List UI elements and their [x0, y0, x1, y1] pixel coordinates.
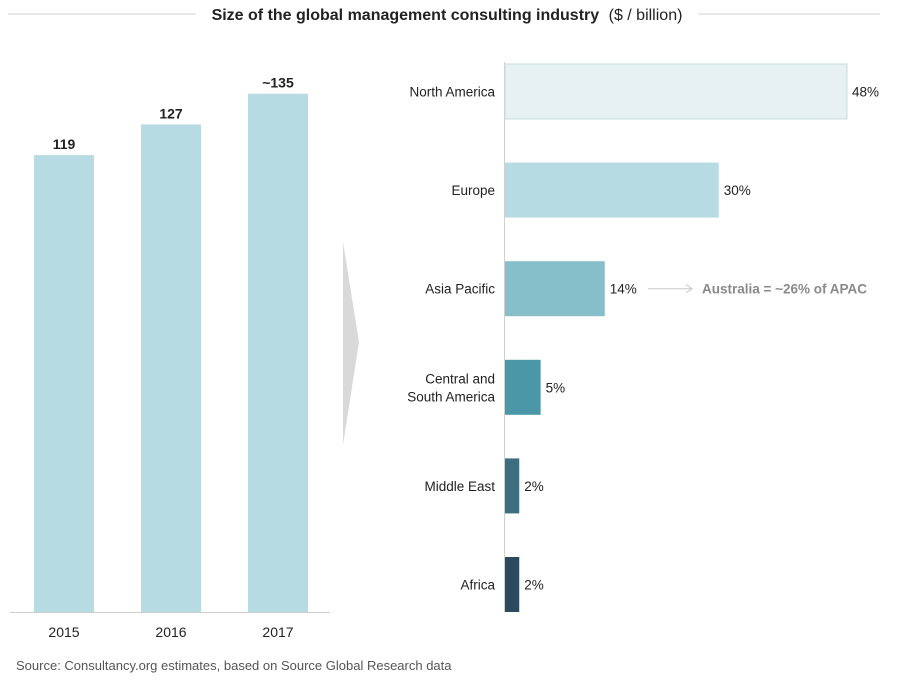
region-bar [504, 63, 848, 120]
region-category-label: Europe [451, 183, 495, 198]
region-value-label: 5% [546, 380, 566, 395]
year-bar-2016 [141, 124, 201, 612]
region-category-label: Africa [460, 578, 495, 593]
region-bar [505, 359, 541, 415]
year-tick-label: 2015 [48, 624, 79, 640]
source-note: Source: Consultancy.org estimates, based… [16, 658, 452, 673]
year-bar-value-label: 119 [53, 136, 76, 152]
region-value-label: 2% [524, 479, 544, 494]
market-size-bar-chart: 119 2015 127 2016 ~135 2017 [10, 75, 330, 640]
region-value-label: 30% [724, 183, 751, 198]
year-bar-2017 [248, 93, 308, 613]
region-bar [505, 557, 520, 612]
region-category-label: North America [409, 85, 495, 100]
region-value-label: 2% [524, 578, 544, 593]
region-bar [505, 261, 605, 317]
year-tick-label: 2017 [262, 624, 293, 640]
annotation-arrow-head [685, 284, 693, 294]
region-category-label: South America [407, 389, 495, 404]
year-bar-value-label: ~135 [262, 75, 294, 91]
regional-share-bar-chart: 48% North America 30% Europe 14% Asia Pacific… [407, 62, 879, 612]
year-bar-value-label: 127 [159, 105, 183, 121]
region-value-label: 14% [610, 282, 637, 297]
transition-arrow [343, 242, 359, 445]
region-bar [505, 162, 719, 218]
region-category-label: Middle East [424, 479, 495, 494]
chart-title-main: Size of the global management consulting… [212, 7, 600, 24]
chart-title: Size of the global management consulting… [212, 7, 683, 24]
region-category-label: Central and [425, 371, 495, 386]
year-tick-label: 2016 [155, 624, 186, 640]
region-value-label: 48% [852, 85, 879, 100]
region-category-label: Asia Pacific [425, 282, 495, 297]
chart-title-unit: ($ / billion) [609, 7, 683, 24]
year-bar-2015 [34, 155, 94, 612]
region-bar [505, 458, 520, 514]
annotation-text: Australia = ~26% of APAC [702, 282, 867, 297]
